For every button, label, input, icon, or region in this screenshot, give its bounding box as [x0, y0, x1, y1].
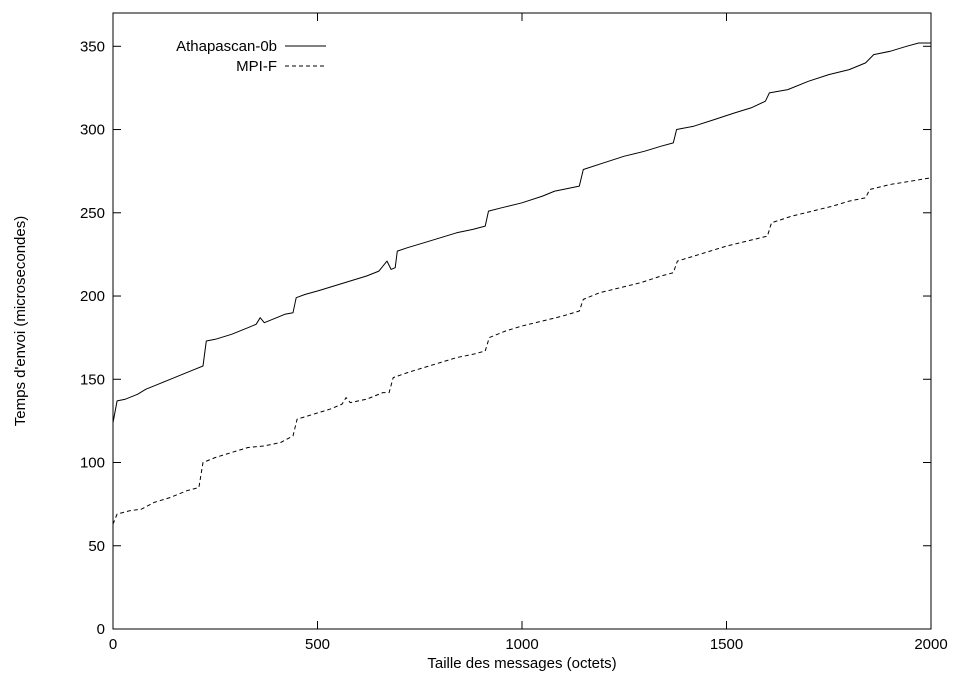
x-tick-label: 1500 [710, 636, 743, 653]
y-tick-label: 50 [88, 538, 105, 555]
plot-area-frame [112, 12, 932, 630]
x-axis: 0 500 1000 1500 2000 [109, 13, 948, 653]
series-line-athapascan [112, 42, 931, 423]
y-axis-title: Temps d'envoi (microsecondes) [12, 216, 29, 426]
y-tick-label: 150 [80, 371, 105, 388]
legend-label-athapascan: Athapascan-0b [176, 38, 277, 55]
x-tick-label: 2000 [914, 636, 947, 653]
y-tick-label: 350 [80, 38, 105, 55]
legend: Athapascan-0b MPI-F [176, 38, 326, 75]
y-tick-label: 200 [80, 288, 105, 305]
x-axis-title: Taille des messages (octets) [427, 655, 616, 672]
y-tick-label: 300 [80, 122, 105, 139]
series-line-mpi-f [112, 177, 932, 525]
y-tick-label: 100 [80, 455, 105, 472]
x-tick-label: 500 [305, 636, 330, 653]
legend-label-mpi-f: MPI-F [236, 58, 277, 75]
x-tick-label: 1000 [505, 636, 538, 653]
y-tick-label: 0 [97, 621, 105, 638]
x-tick-label: 0 [109, 636, 117, 653]
y-tick-label: 250 [80, 205, 105, 222]
series-layer [112, 42, 932, 525]
y-axis: 0 50 100 150 200 250 300 350 [80, 38, 931, 638]
